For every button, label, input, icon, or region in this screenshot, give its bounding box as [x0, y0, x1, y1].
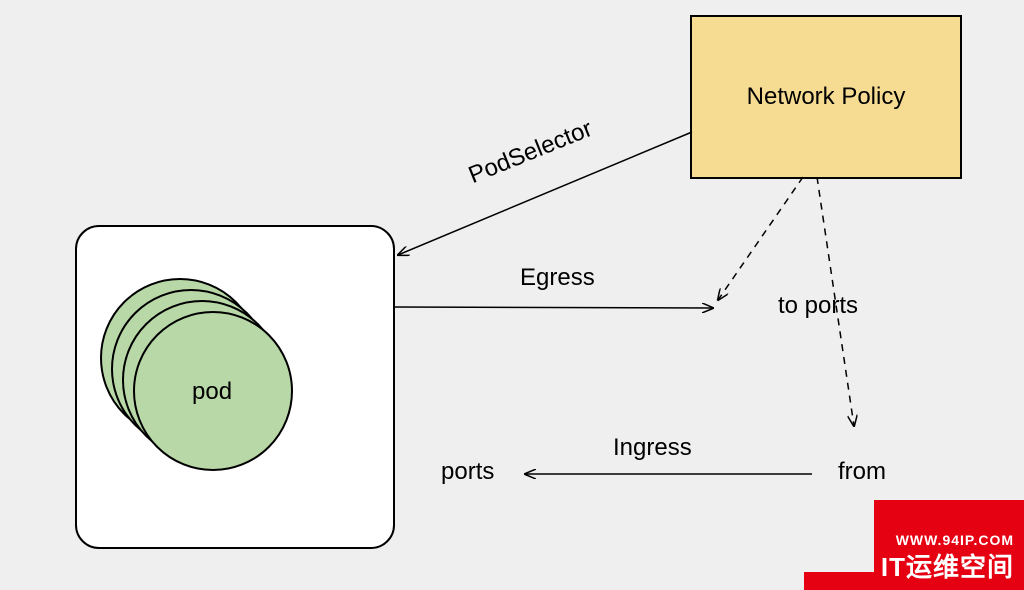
diagram-canvas: pod Network Policy PodSelector Egress In…: [0, 0, 1024, 590]
network-policy-box: Network Policy: [690, 15, 962, 179]
ports-label: ports: [441, 458, 494, 486]
network-policy-label: Network Policy: [747, 83, 906, 111]
watermark-line2: IT运维空间: [881, 547, 1014, 584]
from-label: from: [838, 458, 886, 486]
egress-label: Egress: [520, 264, 595, 292]
watermark-line1: WWW.94IP.COM: [896, 532, 1014, 548]
podselector-label: PodSelector: [465, 115, 597, 190]
ingress-label: Ingress: [613, 434, 692, 462]
pod-label: pod: [192, 378, 232, 406]
to-ports-label: to ports: [778, 292, 858, 320]
